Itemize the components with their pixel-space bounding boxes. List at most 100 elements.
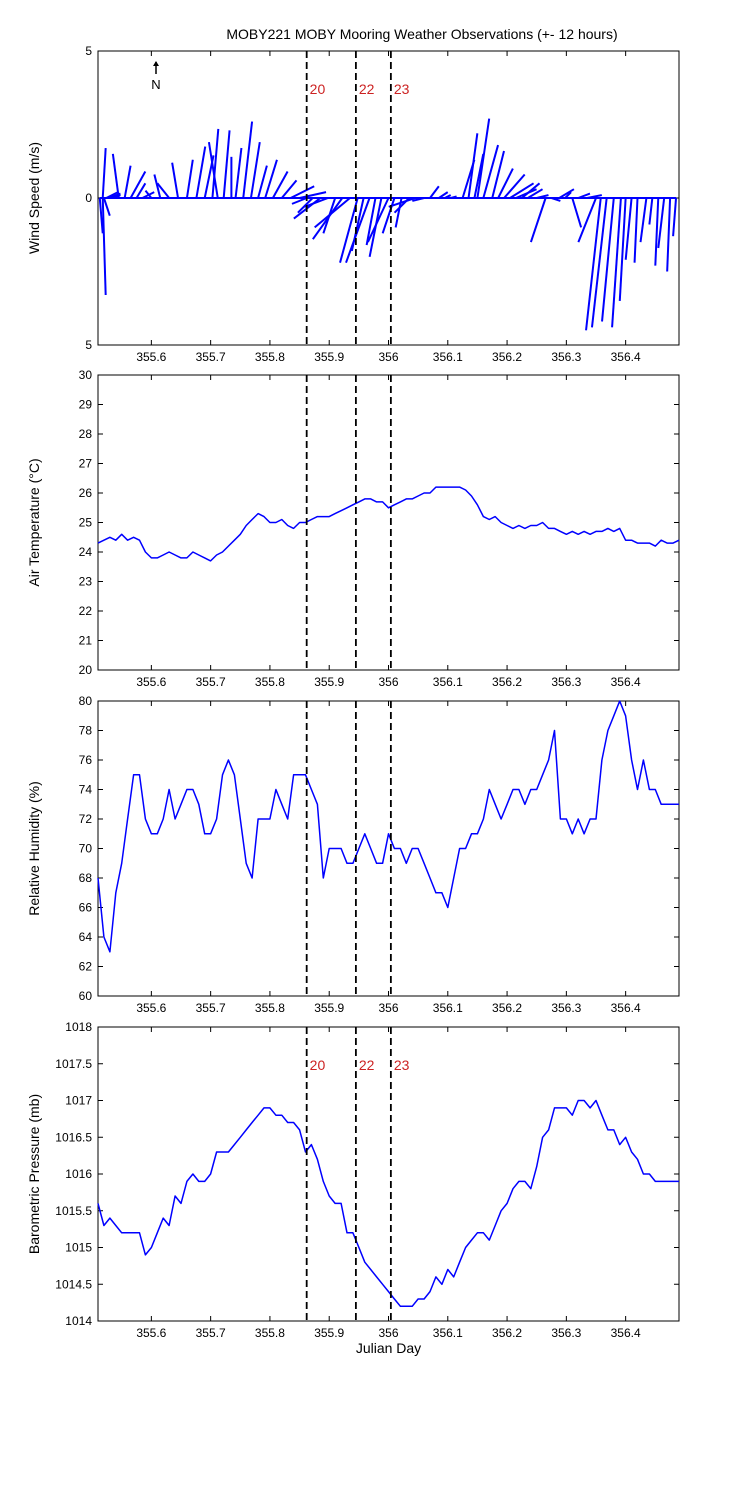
y-tick-label: 80 [79,694,93,708]
wind-vector [297,197,314,214]
x-axis-label: Julian Day [356,1340,421,1356]
wind-vector [624,197,633,260]
y-tick-label: 21 [79,634,93,648]
wind-vector [242,121,254,199]
wind-vector [648,197,654,225]
y-axis-label: Relative Humidity (%) [26,781,42,916]
wind-vector [527,188,544,199]
x-tick-label: 355.7 [196,350,226,364]
y-tick-label: 1014 [65,1314,92,1328]
wind-vector [497,168,514,199]
y-tick-label: 20 [79,663,93,677]
x-tick-label: 356.1 [433,1001,463,1015]
wind-vector [476,118,491,199]
x-tick-label: 355.8 [255,1326,285,1340]
y-tick-label: 1015 [65,1241,92,1255]
y-tick-label: 24 [79,545,93,559]
wind-vector [153,174,162,199]
event-vline-label: 20 [310,1057,326,1073]
wind-vector [577,197,597,243]
y-tick-label: 1016.5 [55,1130,92,1144]
y-tick-label: 5 [85,338,92,352]
y-tick-label: 1017.5 [55,1057,92,1071]
wind-vector [135,182,147,199]
wind-vector [211,128,220,199]
x-tick-label: 355.6 [136,350,166,364]
event-vline-label: 22 [359,1057,375,1073]
wind-vector [450,195,457,199]
wind-vector [102,197,111,216]
wind-vector [633,197,639,263]
x-tick-label: 356.3 [551,350,581,364]
wind-vector [105,191,119,199]
wind-vector [444,194,452,199]
x-tick-label: 356.3 [551,675,581,689]
wind-vector [521,182,541,199]
series-line [97,486,680,562]
chart-panel-1: 355.6 355.7 355.8 355.9 356 356.1 356.2 356.3 35… [26,44,680,364]
wind-vector [365,197,377,246]
wind-vector [577,192,591,199]
wind-vector [491,150,505,199]
wind-vector [345,197,371,264]
y-tick-label: 62 [79,960,93,974]
wind-vector [290,185,315,199]
y-axis-label: Wind Speed (m/s) [26,142,42,254]
x-tick-label: 355.9 [314,1001,344,1015]
figure-title: MOBY221 MOBY Mooring Weather Observation… [226,26,617,42]
wind-vector [312,197,344,240]
y-tick-label: 68 [79,871,93,885]
wind-vector [590,197,608,328]
x-tick-label: 356.3 [551,1001,581,1015]
x-tick-label: 355.6 [136,675,166,689]
wind-vector [657,197,666,249]
x-tick-label: 356.4 [611,350,641,364]
wind-vector [367,197,390,243]
x-tick-label: 356.2 [492,1001,522,1015]
wind-vector [272,171,289,199]
y-tick-label: 0 [85,191,92,205]
wind-vector [171,162,180,199]
x-tick-label: 356 [378,350,398,364]
y-tick-label: 22 [79,604,93,618]
wind-vector [249,141,261,199]
wind-vector [185,159,194,199]
y-tick-label: 29 [79,398,93,412]
x-tick-label: 355.9 [314,675,344,689]
wind-vector [156,182,170,199]
x-tick-label: 356.4 [611,1001,641,1015]
chart-panel-4: 355.6 355.7 355.8 355.9 356 356.1 356.2 356.3 35… [26,1020,680,1356]
y-tick-label: 66 [79,901,93,915]
y-tick-label: 70 [79,842,93,856]
wind-vector [101,147,107,199]
wind-vector [381,197,396,234]
x-tick-label: 355.7 [196,1001,226,1015]
wind-vector [586,194,603,199]
x-tick-label: 355.9 [314,1326,344,1340]
event-vline-label: 22 [359,81,375,97]
x-tick-label: 355.7 [196,675,226,689]
wind-vector [482,144,500,199]
y-tick-label: 23 [79,575,93,589]
wind-vector [299,191,327,199]
x-tick-label: 356 [378,1326,398,1340]
wind-vector [222,130,231,199]
y-axis-label: Barometric Pressure (mb) [26,1094,42,1254]
wind-vector [611,197,622,328]
x-tick-label: 355.6 [136,1001,166,1015]
wind-vector [281,179,298,199]
wind-vector [666,197,672,272]
wind-vector [672,197,678,237]
wind-vector [207,141,219,199]
chart-panel-3: 355.6 355.7 355.8 355.9 356 356.1 356.2 356.3 35… [26,694,680,1015]
wind-vector [639,197,648,243]
x-tick-label: 355.8 [255,675,285,689]
wind-vector [473,153,485,199]
y-tick-label: 1014.5 [55,1277,92,1291]
y-tick-label: 78 [79,724,93,738]
wind-vector [291,197,308,205]
wind-vector [388,197,416,208]
wind-vector [304,197,329,208]
wind-vector [195,146,207,199]
